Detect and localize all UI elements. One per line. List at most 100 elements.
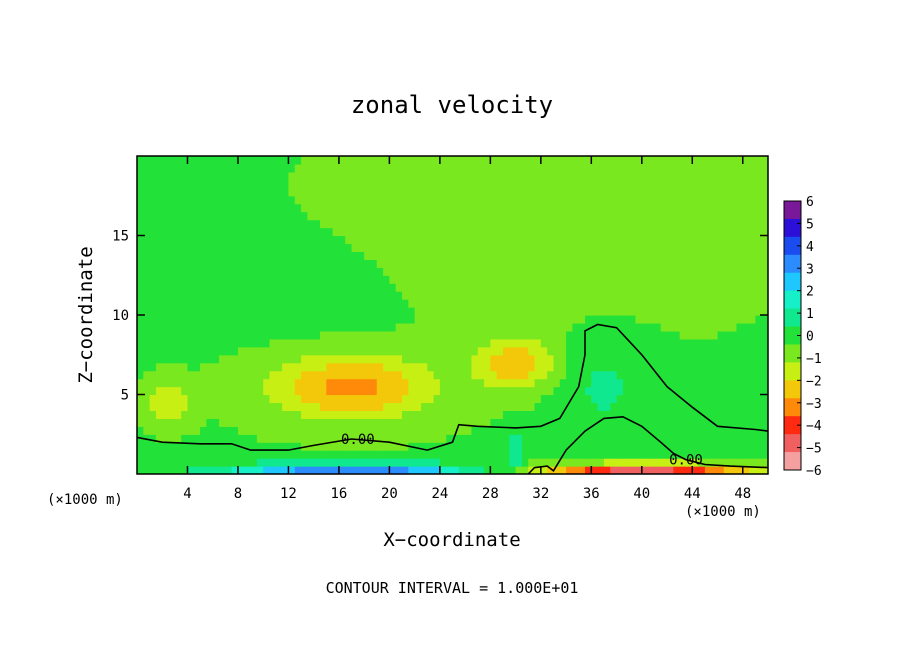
field-cell [332, 283, 340, 292]
field-cell [755, 211, 763, 221]
field-cell [591, 219, 599, 229]
field-cell [547, 275, 555, 284]
field-cell [465, 195, 473, 205]
field-cell [477, 322, 485, 332]
field-cell [402, 322, 409, 332]
field-cell [389, 338, 397, 348]
field-cell [288, 267, 296, 276]
field-cell [730, 346, 738, 356]
field-cell [137, 307, 144, 316]
field-cell [502, 378, 510, 388]
field-cell [301, 434, 308, 443]
field-cell [515, 195, 523, 205]
field-cell [528, 227, 536, 237]
field-cell [685, 450, 693, 459]
field-cell [521, 418, 529, 427]
field-cell [200, 203, 208, 213]
field-cell [206, 267, 214, 276]
field-cell [629, 179, 637, 189]
field-cell [591, 458, 599, 467]
field-cell [553, 235, 561, 245]
field-cell [452, 203, 460, 213]
field-cell [698, 466, 706, 474]
field-cell [534, 466, 542, 474]
field-cell [648, 291, 656, 300]
field-cell [231, 338, 239, 348]
field-cell [654, 227, 662, 237]
field-cell [736, 195, 744, 205]
field-cell [528, 426, 536, 435]
field-cell [761, 235, 768, 245]
field-cell [231, 187, 239, 197]
field-cell [370, 267, 378, 276]
field-cell [648, 307, 656, 316]
field-cell [282, 450, 290, 459]
field-cell [332, 418, 340, 427]
field-cell [547, 227, 555, 237]
field-cell [219, 362, 226, 372]
field-cell [250, 235, 258, 245]
field-cell [509, 275, 517, 284]
field-cell [307, 434, 315, 443]
field-cell [704, 402, 712, 411]
field-cell [509, 203, 517, 213]
field-cell [730, 195, 738, 205]
field-cell [641, 195, 649, 205]
field-cell [319, 394, 327, 404]
field-cell [660, 163, 668, 173]
field-cell [521, 179, 529, 189]
field-cell [616, 394, 624, 404]
field-cell [496, 227, 504, 237]
field-cell [313, 370, 321, 380]
field-cell [338, 346, 346, 356]
field-cell [212, 370, 220, 380]
field-cell [711, 203, 719, 213]
field-cell [237, 227, 245, 237]
field-cell [534, 163, 542, 173]
field-cell [288, 410, 296, 419]
field-cell [616, 203, 624, 213]
field-cell [616, 450, 624, 459]
field-cell [502, 346, 510, 356]
field-cell [572, 442, 580, 451]
field-cell [553, 354, 561, 364]
field-cell [370, 434, 378, 443]
field-cell [137, 227, 144, 237]
field-cell [319, 211, 327, 221]
field-cell [761, 283, 768, 292]
field-cell [667, 322, 674, 332]
field-cell [622, 466, 630, 474]
field-cell [736, 378, 744, 388]
field-cell [591, 267, 599, 276]
field-cell [540, 283, 548, 292]
field-cell [383, 299, 390, 308]
field-cell [206, 227, 214, 237]
field-cell [578, 322, 586, 332]
field-cell [685, 346, 693, 356]
field-cell [250, 251, 258, 260]
field-cell [231, 243, 239, 252]
field-cell [446, 235, 454, 245]
field-cell [345, 275, 353, 284]
field-cell [635, 211, 643, 221]
field-cell [641, 179, 649, 189]
colorbar-tick-label: 6 [806, 195, 814, 210]
field-cell [395, 434, 403, 443]
field-cell [376, 450, 384, 459]
field-cell [326, 466, 334, 474]
field-cell [408, 291, 416, 300]
field-cell [219, 370, 226, 380]
field-cell [187, 362, 195, 372]
field-cell [540, 307, 548, 316]
field-cell [641, 362, 649, 372]
field-cell [402, 450, 409, 459]
field-cell [244, 203, 252, 213]
field-cell [193, 330, 201, 340]
field-cell [294, 299, 302, 308]
field-cell [534, 307, 542, 316]
field-cell [408, 243, 416, 252]
field-cell [685, 251, 693, 260]
field-cell [301, 163, 308, 173]
field-cell [648, 354, 656, 364]
field-cell [559, 283, 567, 292]
